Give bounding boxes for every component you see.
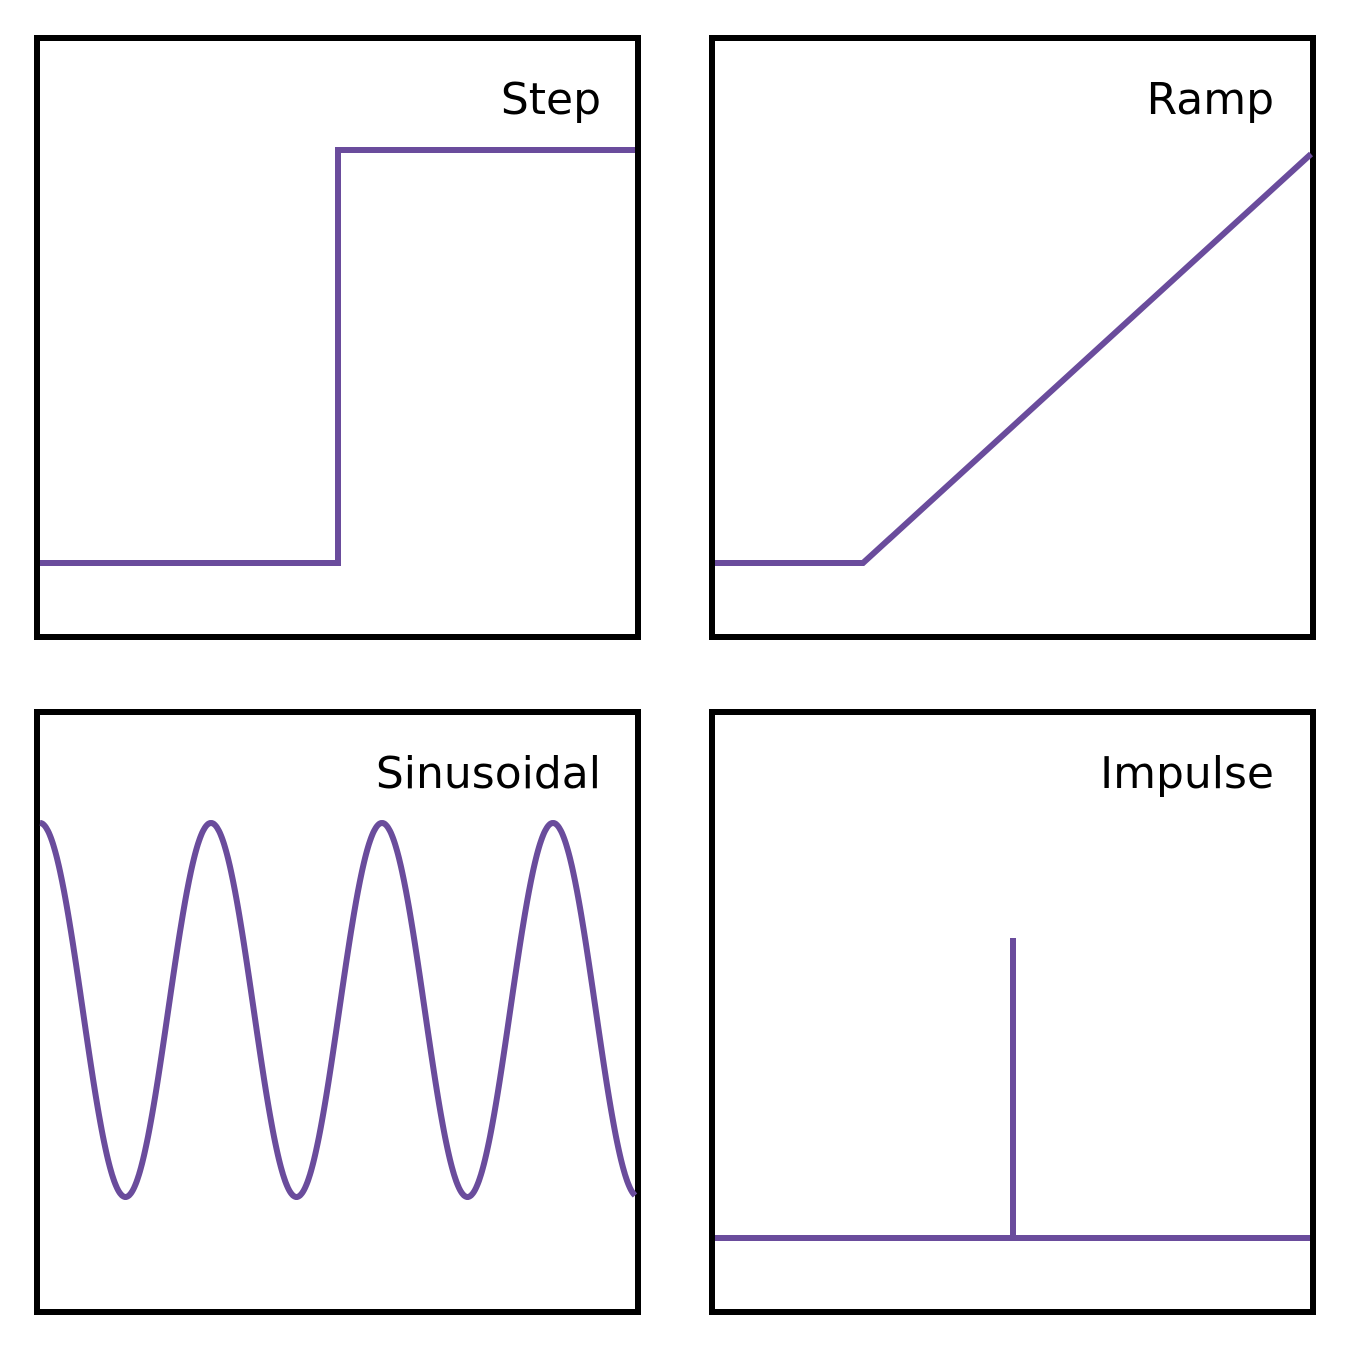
sinusoidal-signal-line — [39, 819, 638, 1200]
panel-ramp-frame — [709, 35, 1316, 640]
panel-impulse-title: Impulse — [1100, 748, 1274, 799]
panel-sinusoidal-frame — [34, 709, 641, 1315]
panel-step-title: Step — [501, 74, 601, 125]
panel-step-frame — [34, 35, 641, 640]
panel-ramp-title: Ramp — [1147, 74, 1274, 125]
panel-sinusoidal: Sinusoidal — [34, 709, 641, 1315]
panel-step: Step — [34, 35, 641, 640]
panel-sinusoidal-title: Sinusoidal — [376, 748, 601, 799]
panel-impulse: Impulse — [709, 709, 1316, 1315]
ramp-signal-line — [715, 151, 1314, 566]
step-signal-line — [40, 147, 635, 566]
panel-ramp: Ramp — [709, 35, 1316, 640]
panel-impulse-frame — [709, 709, 1316, 1315]
